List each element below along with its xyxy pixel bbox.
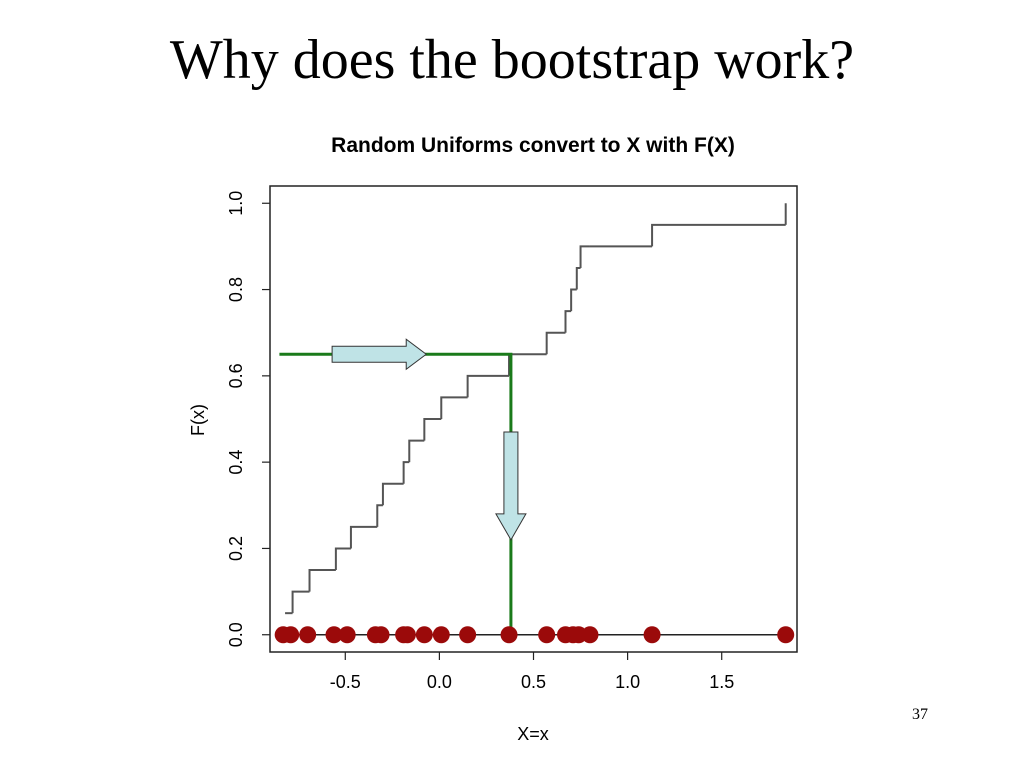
y-axis-label: F(x) <box>188 404 208 436</box>
chart-title: Random Uniforms convert to X with F(X) <box>331 134 735 157</box>
y-tick-label: 0.0 <box>226 622 246 647</box>
data-point <box>432 626 450 644</box>
arrow-right-icon <box>331 338 428 371</box>
data-point <box>777 626 795 644</box>
ecdf-step <box>381 482 404 506</box>
ecdf-step <box>570 288 577 312</box>
x-tick-label: -0.5 <box>330 672 361 692</box>
inverse-cdf-guide-line <box>279 352 513 635</box>
ecdf-step <box>575 266 581 290</box>
ecdf-step <box>408 439 425 463</box>
ecdf-step <box>545 331 566 355</box>
y-tick-label: 1.0 <box>226 191 246 216</box>
plot-frame <box>269 185 798 653</box>
y-tick-label: 0.4 <box>226 450 246 475</box>
ecdf-step <box>423 418 442 441</box>
ecdf-step <box>564 310 572 333</box>
data-point <box>398 626 416 644</box>
ecdf-step <box>334 547 351 571</box>
data-point <box>459 626 477 644</box>
data-point <box>282 626 300 644</box>
data-point <box>538 626 556 644</box>
ecdf-step <box>349 525 378 549</box>
arrow-down-icon <box>495 431 527 541</box>
ecdf-step <box>651 223 786 247</box>
y-tick-label: 0.6 <box>226 363 246 388</box>
x-tick-label: 0.0 <box>427 672 452 692</box>
data-point <box>415 626 433 644</box>
ecdf-step <box>579 245 590 268</box>
ecdf-step <box>466 374 510 398</box>
x-tick-label: 1.5 <box>709 672 734 692</box>
y-tick-label: 0.8 <box>226 277 246 302</box>
ecdf-step <box>308 569 336 592</box>
data-point <box>643 626 661 644</box>
plot-area: -0.5 0.0 0.5 1.0 1.5 0.0 0.2 0.4 0.6 0.8 1.0 <box>226 185 798 692</box>
data-point <box>500 626 518 644</box>
ecdf-step <box>440 396 468 419</box>
ecdf-step <box>376 504 383 527</box>
ecdf-step <box>402 461 410 484</box>
ecdf-step <box>291 590 310 614</box>
data-point <box>581 626 599 644</box>
y-tick-label: 0.2 <box>226 536 246 561</box>
data-point <box>299 626 317 644</box>
slide-title: Why does the bootstrap work? <box>169 29 855 91</box>
data-point <box>372 626 390 644</box>
data-point <box>338 626 356 644</box>
x-tick-label: 1.0 <box>615 672 640 692</box>
page-number: 37 <box>912 706 928 723</box>
x-axis-label: X=x <box>517 724 549 744</box>
x-tick-label: 0.5 <box>521 672 546 692</box>
data-point <box>325 626 343 644</box>
ecdf-step <box>508 353 547 376</box>
